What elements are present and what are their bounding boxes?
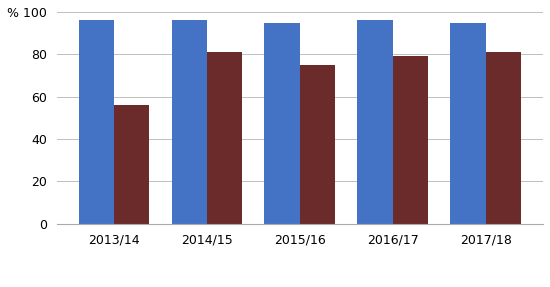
Bar <box>300 65 335 224</box>
Bar <box>79 20 114 224</box>
Bar <box>114 105 149 224</box>
Bar <box>358 20 393 224</box>
Bar <box>450 23 486 224</box>
Bar <box>486 52 521 224</box>
Bar <box>207 52 242 224</box>
Bar <box>172 20 207 224</box>
Bar <box>393 57 428 224</box>
Bar <box>265 23 300 224</box>
